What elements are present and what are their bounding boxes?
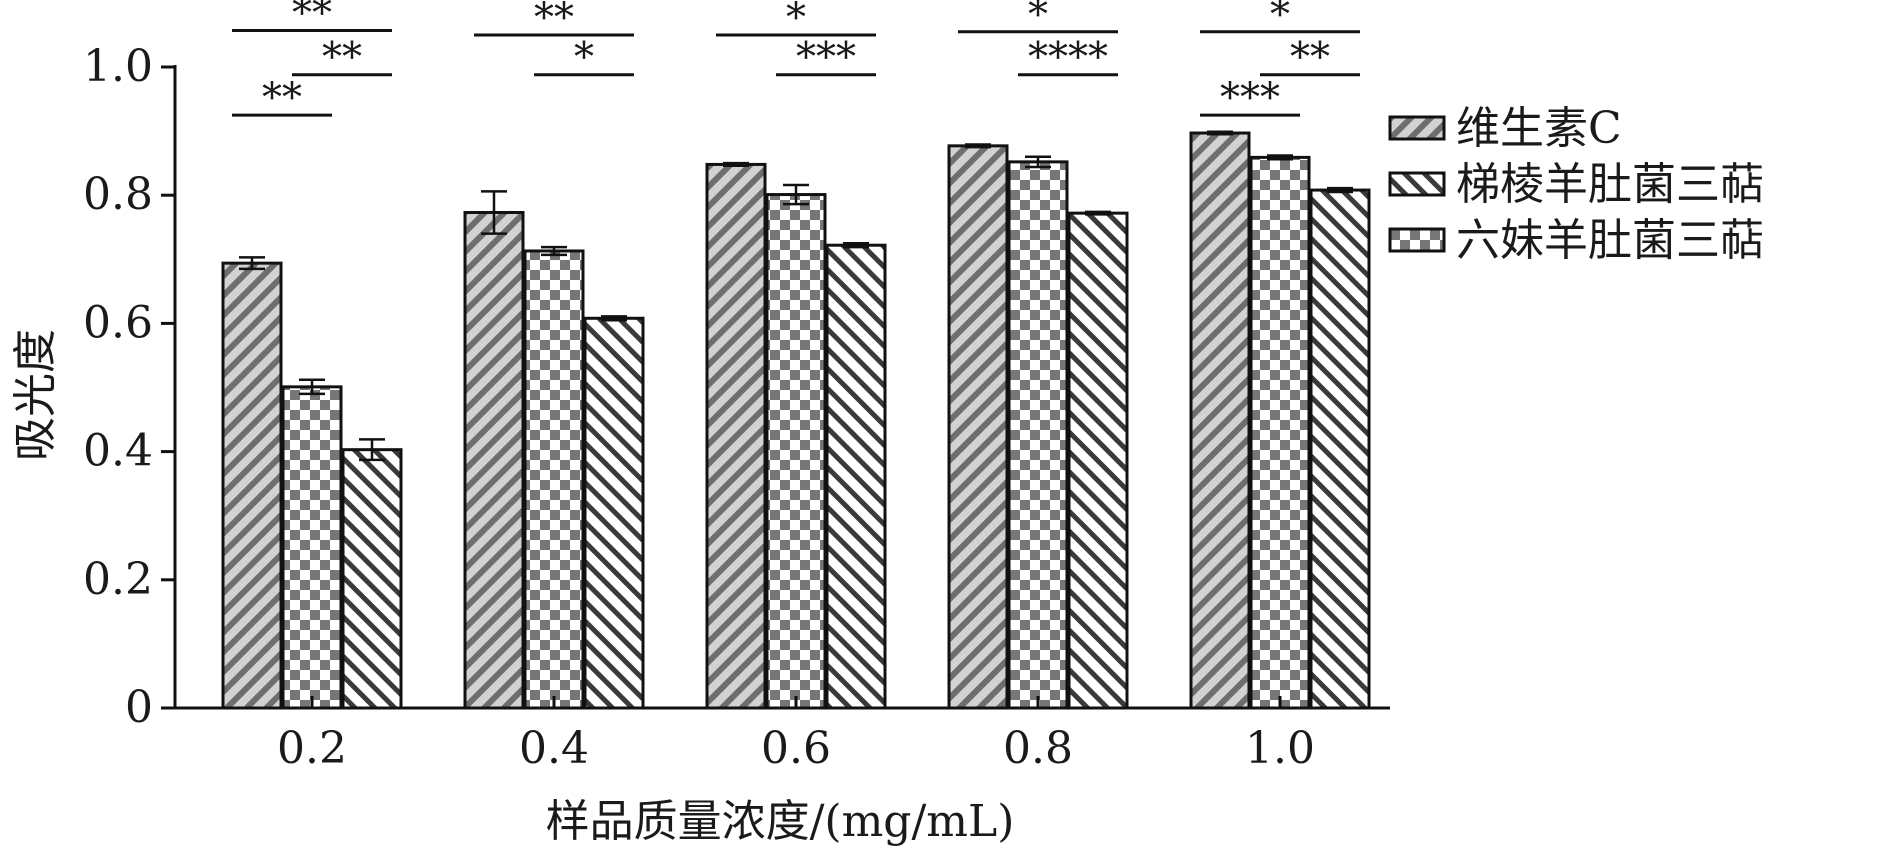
bar-2-1.0 bbox=[1249, 155, 1311, 710]
error-bars-group bbox=[239, 130, 1353, 462]
significance-bracket-10: * bbox=[1200, 0, 1360, 38]
significance-bracket-1: ** bbox=[232, 0, 392, 36]
bar-1-0.4 bbox=[463, 211, 525, 710]
error-bar-3-0.4 bbox=[601, 315, 627, 322]
significance-label: * bbox=[574, 35, 594, 81]
x-tick-label: 0.8 bbox=[1003, 723, 1073, 774]
significance-label: *** bbox=[1220, 75, 1280, 121]
significance-label: * bbox=[786, 0, 806, 41]
significance-bracket-4: ** bbox=[474, 0, 634, 41]
x-axis: 0.2 0.4 0.6 0.8 1.0 bbox=[175, 696, 1390, 774]
significance-label: * bbox=[1270, 0, 1290, 38]
legend-item-3: 六妹羊肚菌三萜 bbox=[1388, 215, 1764, 266]
bar-3-0.2 bbox=[341, 448, 403, 710]
y-tick-label: 0.2 bbox=[83, 554, 153, 605]
error-bar-1-0.2 bbox=[239, 256, 265, 271]
significance-label: *** bbox=[796, 35, 856, 81]
error-bar-3-0.2 bbox=[359, 438, 385, 462]
significance-label: ** bbox=[322, 35, 362, 81]
legend-item-2: 梯棱羊肚菌三萜 bbox=[1388, 159, 1764, 210]
y-tick-label: 1.0 bbox=[83, 41, 153, 92]
legend-swatch bbox=[1388, 227, 1446, 253]
significance-label: * bbox=[1028, 0, 1048, 38]
bar-3-1.0 bbox=[1309, 188, 1371, 710]
significance-bracket-3: ** bbox=[232, 75, 332, 121]
bar-3-0.6 bbox=[825, 243, 887, 710]
bar-1-1.0 bbox=[1189, 131, 1251, 710]
x-tick-label: 0.4 bbox=[519, 723, 589, 774]
y-tick-label: 0.6 bbox=[83, 297, 153, 348]
bar-1-0.8 bbox=[947, 144, 1009, 710]
error-bar-3-1.0 bbox=[1327, 186, 1353, 194]
error-bar-2-0.8 bbox=[1025, 155, 1051, 169]
legend-label: 梯棱羊肚菌三萜 bbox=[1456, 159, 1764, 210]
bar-1-0.6 bbox=[705, 162, 767, 710]
error-bar-2-0.6 bbox=[783, 183, 809, 206]
legend-swatch bbox=[1388, 171, 1446, 197]
x-tick-label: 0.6 bbox=[761, 723, 831, 774]
x-tick-label: 1.0 bbox=[1245, 723, 1315, 774]
bar-2-0.2 bbox=[281, 385, 343, 710]
legend-label: 六妹羊肚菌三萜 bbox=[1456, 215, 1764, 266]
significance-bracket-6: * bbox=[716, 0, 876, 41]
x-axis-label: 样品质量浓度/(mg/mL) bbox=[546, 796, 1015, 847]
x-tick-label: 0.2 bbox=[277, 723, 347, 774]
error-bar-2-1.0 bbox=[1267, 154, 1293, 161]
significance-label: **** bbox=[1028, 35, 1108, 81]
significance-bracket-2: ** bbox=[292, 35, 392, 81]
y-tick-label: 0 bbox=[125, 682, 153, 733]
significance-label: ** bbox=[534, 0, 574, 41]
bar-3-0.4 bbox=[583, 316, 645, 710]
y-axis-label: 吸光度 bbox=[10, 329, 61, 461]
significance-label: ** bbox=[292, 0, 332, 36]
legend-swatch bbox=[1388, 115, 1446, 141]
error-bar-1-0.4 bbox=[481, 190, 507, 235]
y-tick-label: 0.8 bbox=[83, 169, 153, 220]
significance-label: ** bbox=[1290, 35, 1330, 81]
significance-bracket-7: *** bbox=[776, 35, 876, 81]
bar-2-0.6 bbox=[765, 193, 827, 710]
significance-bracket-5: * bbox=[534, 35, 634, 81]
bar-3-0.8 bbox=[1067, 211, 1129, 710]
significance-group: ************************ bbox=[232, 0, 1360, 121]
error-bar-3-0.8 bbox=[1085, 210, 1111, 216]
significance-bracket-11: ** bbox=[1260, 35, 1360, 81]
significance-label: ** bbox=[262, 75, 302, 121]
error-bar-2-0.2 bbox=[299, 378, 325, 396]
significance-bracket-9: **** bbox=[1018, 35, 1118, 81]
y-tick-label: 0.4 bbox=[83, 426, 153, 477]
legend-item-1: 维生素C bbox=[1388, 103, 1622, 154]
error-bar-1-1.0 bbox=[1207, 130, 1233, 136]
legend-label: 维生素C bbox=[1456, 103, 1622, 154]
error-bar-2-0.4 bbox=[541, 245, 567, 257]
significance-bracket-8: * bbox=[958, 0, 1118, 38]
significance-bracket-12: *** bbox=[1200, 75, 1300, 121]
error-bar-3-0.6 bbox=[843, 242, 869, 249]
bar-2-0.8 bbox=[1007, 160, 1069, 710]
error-bar-1-0.6 bbox=[723, 161, 749, 167]
bars-group bbox=[221, 131, 1371, 710]
y-axis: 0 0.2 0.4 0.6 0.8 1.0 bbox=[83, 41, 177, 733]
bar-1-0.2 bbox=[221, 261, 283, 710]
error-bar-1-0.8 bbox=[965, 143, 991, 149]
bar-2-0.4 bbox=[523, 249, 585, 710]
